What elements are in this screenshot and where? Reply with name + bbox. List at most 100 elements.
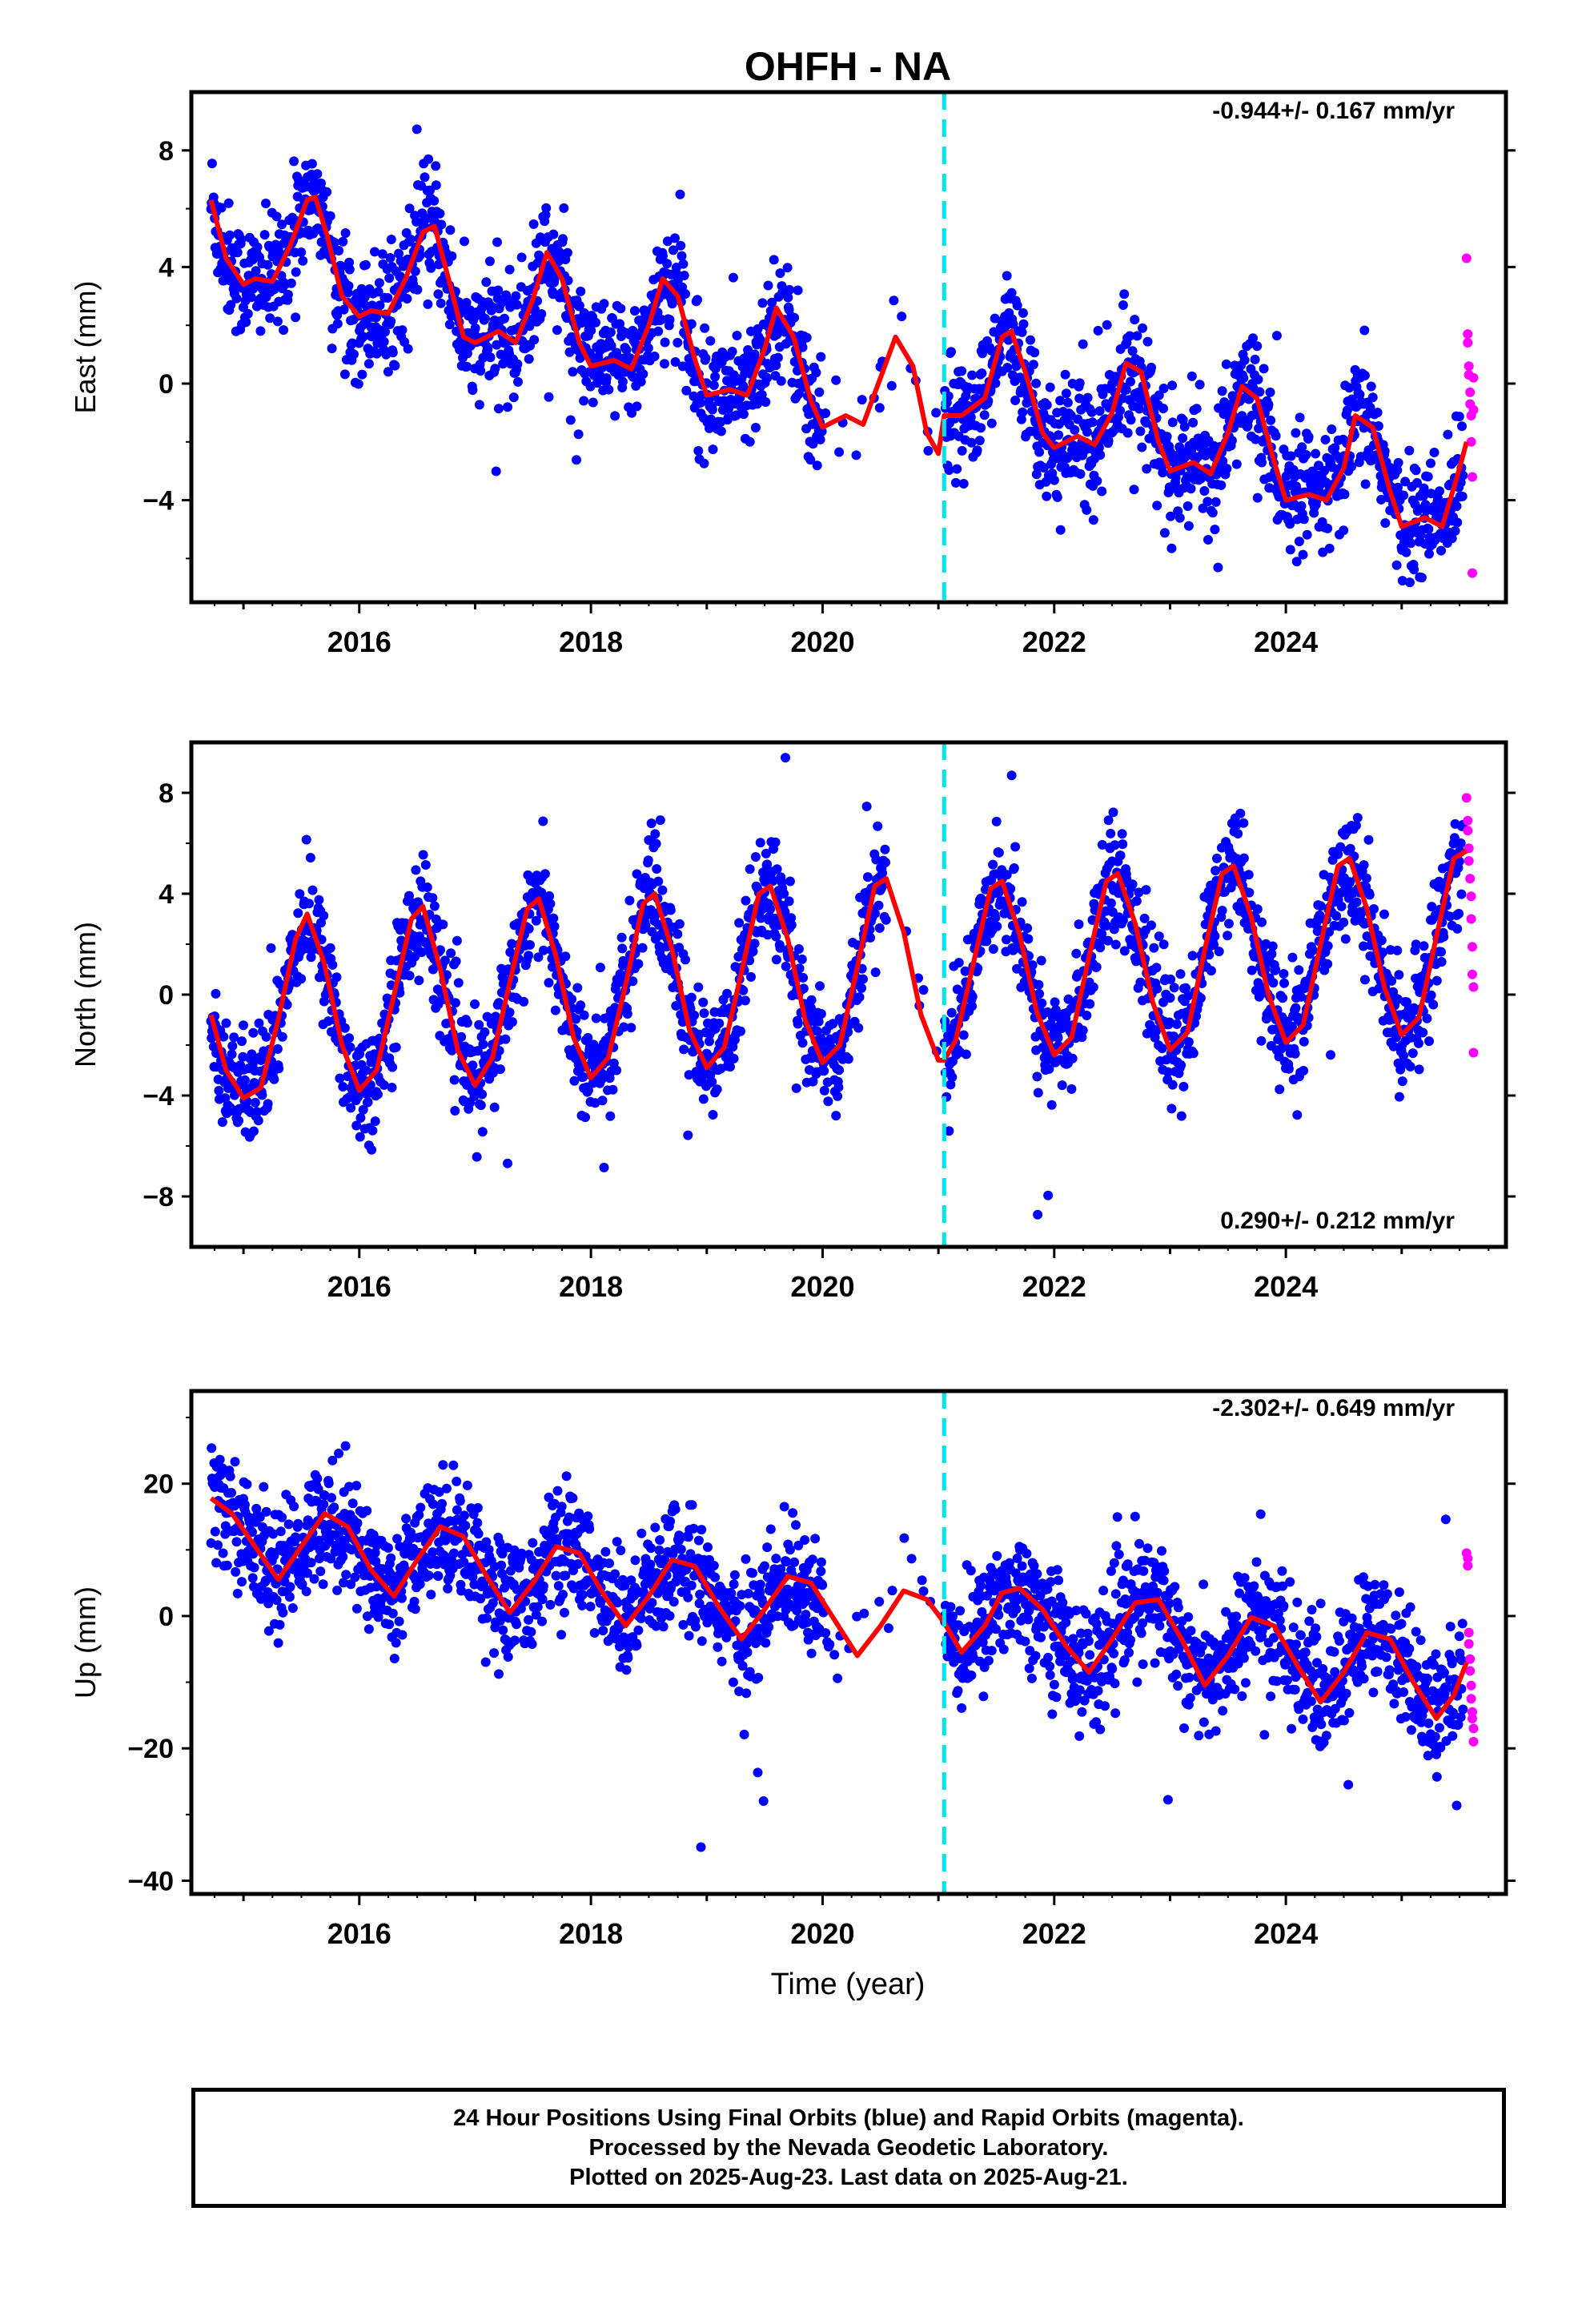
data-point — [1126, 376, 1135, 387]
data-point — [1167, 417, 1178, 428]
data-point — [628, 372, 638, 382]
data-point — [982, 936, 992, 947]
data-point — [468, 1060, 478, 1071]
data-point — [731, 410, 741, 420]
data-point — [540, 210, 551, 220]
data-point — [1027, 960, 1038, 971]
data-point — [1303, 432, 1314, 442]
data-point — [286, 278, 296, 288]
data-point — [1103, 935, 1113, 946]
data-point — [768, 876, 778, 887]
data-point — [548, 229, 559, 239]
data-point — [988, 944, 998, 954]
data-point — [681, 955, 690, 965]
data-point — [1366, 381, 1376, 392]
data-point — [1447, 533, 1457, 544]
x-tick-label: 2020 — [790, 1270, 854, 1303]
data-point — [214, 1085, 224, 1096]
data-point — [1363, 834, 1374, 845]
rapid-data-point — [1468, 982, 1479, 992]
data-point — [1211, 469, 1222, 480]
data-point — [1002, 870, 1012, 880]
data-point — [211, 1558, 222, 1568]
data-point — [1006, 287, 1017, 298]
data-point — [1359, 325, 1370, 336]
data-point — [1031, 378, 1042, 388]
data-point — [1268, 978, 1279, 988]
data-point — [1323, 959, 1333, 969]
data-point — [1456, 838, 1466, 848]
data-point — [565, 415, 576, 425]
data-point — [1409, 1005, 1419, 1015]
data-point — [314, 1535, 324, 1546]
data-point — [1203, 535, 1213, 545]
data-point — [1419, 941, 1429, 951]
data-point — [775, 943, 785, 953]
data-point — [1050, 997, 1060, 1007]
model-curve-north — [208, 848, 1468, 1101]
data-point — [1422, 1013, 1432, 1023]
rapid-data-point — [1464, 843, 1474, 854]
data-point — [1158, 384, 1169, 393]
data-point — [1434, 876, 1444, 887]
data-point — [563, 275, 573, 286]
data-point — [1256, 1035, 1267, 1046]
data-point — [1392, 465, 1403, 476]
data-point — [462, 1018, 472, 1028]
data-point — [622, 1009, 632, 1019]
data-point — [1166, 974, 1176, 984]
data-point — [536, 309, 547, 319]
data-point — [1271, 331, 1282, 341]
data-point — [544, 978, 554, 988]
data-point — [423, 299, 433, 309]
data-point — [436, 298, 446, 308]
data-point — [306, 952, 316, 963]
data-point — [541, 203, 552, 213]
data-point — [1233, 829, 1243, 838]
data-point — [568, 367, 578, 377]
data-point — [285, 1582, 295, 1592]
data-point — [334, 1448, 344, 1458]
data-point — [858, 974, 868, 984]
data-point — [1291, 557, 1302, 567]
data-point — [1285, 545, 1295, 555]
data-point — [1082, 1011, 1092, 1020]
data-point — [1267, 949, 1277, 959]
data-point — [1129, 485, 1139, 495]
data-point — [994, 847, 1004, 858]
data-point — [1042, 400, 1052, 410]
data-point — [1158, 468, 1168, 478]
data-point — [1018, 407, 1028, 417]
data-point — [828, 1019, 838, 1029]
data-point — [1323, 523, 1333, 533]
data-point — [1407, 1048, 1418, 1059]
data-point — [275, 1526, 286, 1537]
data-point — [531, 915, 541, 926]
data-point — [1178, 1081, 1189, 1092]
data-point — [815, 981, 825, 991]
data-point — [1423, 472, 1433, 482]
data-point — [1287, 952, 1298, 963]
data-point — [1167, 1080, 1178, 1090]
data-point — [786, 913, 797, 923]
data-point — [958, 479, 969, 489]
data-point — [404, 203, 415, 214]
data-point — [335, 1526, 345, 1537]
data-point — [605, 1111, 616, 1121]
data-point — [586, 325, 596, 336]
data-point — [627, 408, 636, 418]
data-point — [1023, 934, 1034, 944]
data-point — [1183, 1037, 1194, 1047]
data-point — [1429, 448, 1439, 457]
data-point — [1411, 465, 1421, 476]
data-point — [1326, 1050, 1335, 1060]
data-point — [710, 372, 721, 382]
data-point — [339, 1578, 348, 1588]
data-point — [834, 447, 845, 457]
data-point — [1115, 405, 1125, 416]
data-point — [665, 905, 676, 915]
data-point — [384, 273, 395, 283]
data-point — [312, 169, 323, 179]
data-point — [1015, 372, 1025, 383]
